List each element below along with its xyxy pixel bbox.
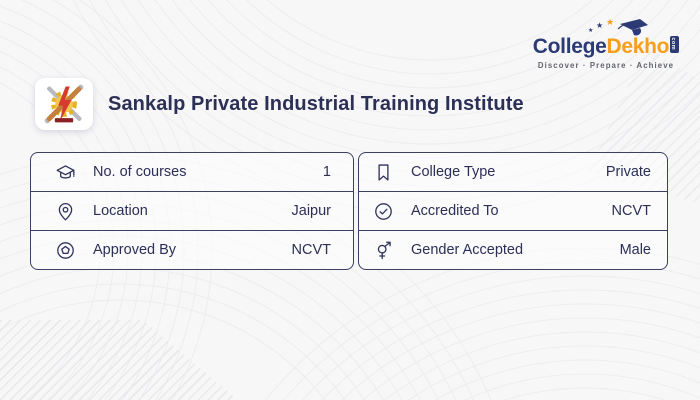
row-value: NCVT bbox=[292, 242, 331, 258]
brand-tagline: Discover · Prepare · Achieve bbox=[526, 61, 686, 70]
diagonal-stripes-bottom-left bbox=[0, 320, 238, 400]
brand-com-badge: com bbox=[670, 36, 679, 53]
info-card-left: No. of courses 1 Location Jaipur bbox=[30, 152, 354, 270]
row-label: Approved By bbox=[93, 242, 176, 258]
institute-header: Sankalp Private Industrial Training Inst… bbox=[35, 78, 670, 130]
page-title: Sankalp Private Industrial Training Inst… bbox=[108, 93, 524, 116]
svg-text:★: ★ bbox=[596, 21, 603, 30]
row-label: No. of courses bbox=[93, 164, 187, 180]
gender-icon bbox=[373, 240, 394, 261]
approved-badge-icon bbox=[55, 240, 76, 261]
row-value: Private bbox=[606, 164, 651, 180]
graduation-cap-icon bbox=[55, 162, 76, 183]
row-value: Male bbox=[620, 242, 651, 258]
row-label: Accredited To bbox=[411, 203, 499, 219]
svg-text:★: ★ bbox=[606, 17, 614, 27]
svg-text:★: ★ bbox=[588, 27, 593, 34]
row-value: 1 bbox=[323, 164, 331, 180]
info-row-accredited-to: Accredited To NCVT bbox=[359, 191, 667, 230]
location-pin-icon bbox=[55, 201, 76, 222]
page-root: ★ ★ ★ CollegeDekhocom Discover · Prepare… bbox=[0, 0, 700, 400]
row-value: Jaipur bbox=[292, 203, 332, 219]
brand-college-text: College bbox=[533, 35, 607, 58]
row-label: Location bbox=[93, 203, 148, 219]
info-row-gender-accepted: Gender Accepted Male bbox=[359, 230, 667, 269]
row-label: College Type bbox=[411, 164, 495, 180]
info-row-college-type: College Type Private bbox=[359, 153, 667, 191]
brand-wordmark: CollegeDekhocom bbox=[526, 36, 686, 57]
brand-logo[interactable]: ★ ★ ★ CollegeDekhocom Discover · Prepare… bbox=[526, 16, 686, 70]
bookmark-icon bbox=[373, 162, 394, 183]
info-row-courses: No. of courses 1 bbox=[31, 153, 353, 191]
accredited-check-icon bbox=[373, 201, 394, 222]
institute-emblem-icon bbox=[44, 84, 84, 124]
info-row-location: Location Jaipur bbox=[31, 191, 353, 230]
row-label: Gender Accepted bbox=[411, 242, 523, 258]
brand-dekho-text: Dekho bbox=[607, 35, 670, 58]
info-cards: No. of courses 1 Location Jaipur bbox=[30, 152, 668, 270]
institute-logo bbox=[35, 78, 93, 130]
info-row-approved-by: Approved By NCVT bbox=[31, 230, 353, 269]
row-value: NCVT bbox=[612, 203, 651, 219]
info-card-right: College Type Private Accredited To NCVT bbox=[358, 152, 668, 270]
